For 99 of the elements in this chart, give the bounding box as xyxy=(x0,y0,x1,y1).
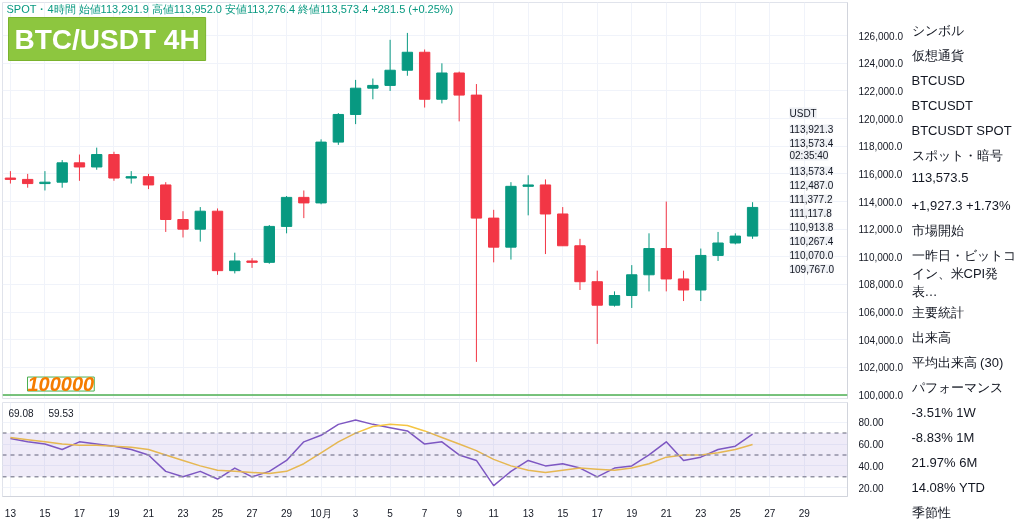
y-tick-label: 102,000.0 xyxy=(858,362,904,374)
candlestick xyxy=(39,170,51,191)
candlestick xyxy=(108,151,120,182)
candlestick xyxy=(73,154,86,182)
x-tick-label: 27 xyxy=(246,507,259,519)
y-tick-label: 122,000.0 xyxy=(858,85,904,97)
candlestick xyxy=(453,71,465,122)
candlestick xyxy=(194,206,206,243)
text: +1,927.3 +1.73% xyxy=(911,197,1011,213)
text: BTCUSDT xyxy=(911,97,973,113)
text: -3.51% 1W xyxy=(911,404,977,420)
candlestick xyxy=(229,252,241,274)
x-tick-label: 21 xyxy=(660,507,673,519)
candlestick xyxy=(91,147,103,171)
y-tick-label: 112,000.0 xyxy=(858,224,903,236)
annotation: 112,487.0 xyxy=(789,179,834,191)
text: BTCUSDT SPOT xyxy=(911,122,1012,138)
candlestick xyxy=(298,189,310,219)
annotation: 110,267.4 xyxy=(789,235,834,247)
x-tick-label: 27 xyxy=(764,507,776,519)
candlestick xyxy=(246,257,258,269)
x-tick-label: 25 xyxy=(211,507,224,519)
text: 主要統計 xyxy=(911,304,964,320)
x-tick-label: 13 xyxy=(4,507,17,519)
annotation: 110,070.0 xyxy=(789,249,834,261)
annotation: 109,767.0 xyxy=(789,263,835,275)
chart-subtitle: SPOT・4時間 始値113,291.9 高値113,952.0 安値113,276.4 終値113,573.4 +281.5 (+0.25%) xyxy=(6,2,454,15)
candlestick xyxy=(626,264,638,309)
annotation: 113,921.3 xyxy=(789,123,834,135)
candlestick xyxy=(712,231,724,262)
y-tick-label: 80.00 xyxy=(858,417,884,429)
x-tick-label: 23 xyxy=(695,507,707,519)
text: BTC/USDT 4H xyxy=(14,23,200,55)
text: スポット・暗号 xyxy=(911,147,1003,163)
annotation: 111,377.2 xyxy=(789,193,833,205)
x-tick-label: 3 xyxy=(352,507,359,519)
candlestick xyxy=(591,270,603,345)
y-tick-label: 60.00 xyxy=(858,439,884,451)
x-tick-label: 11 xyxy=(488,507,500,519)
y-tick-label: 104,000.0 xyxy=(858,334,904,346)
x-tick-label: 15 xyxy=(39,507,51,519)
x-tick-label: 10月 xyxy=(310,507,332,519)
candlestick xyxy=(677,270,690,302)
line-series xyxy=(9,423,754,475)
y-tick-label: 40.00 xyxy=(858,460,884,472)
y-tick-label: 124,000.0 xyxy=(858,58,904,70)
annotation: 113,573.4 xyxy=(789,137,834,149)
x-tick-label: 5 xyxy=(387,507,394,519)
annotation: 02:35:40 xyxy=(789,149,829,161)
x-tick-label: 7 xyxy=(421,507,428,519)
candlestick xyxy=(177,210,189,238)
y-tick-label: 20.00 xyxy=(858,482,884,494)
text: 14.08% YTD xyxy=(911,479,985,495)
annotation: 111,117.8 xyxy=(789,207,833,219)
y-tick-label: 120,000.0 xyxy=(858,113,904,125)
text: -8.83% 1M xyxy=(911,429,975,445)
x-tick-label: 23 xyxy=(177,507,190,519)
text: 一昨日・ビットコイン、米CPI発表… xyxy=(911,247,1016,299)
text: 平均出来高 (30) xyxy=(911,354,1004,370)
text: BTCUSD xyxy=(911,72,965,88)
text: 市場開始 xyxy=(911,222,964,238)
candlestick xyxy=(384,39,396,92)
x-tick-label: 29 xyxy=(281,507,293,519)
x-tick-label: 15 xyxy=(557,507,569,519)
text: シンボル xyxy=(911,22,964,38)
text: 21.97% 6M xyxy=(911,454,978,470)
candlestick xyxy=(401,32,414,77)
text: パフォーマンス xyxy=(910,379,1003,395)
y-tick-label: 126,000.0 xyxy=(858,30,904,42)
x-tick-label: 19 xyxy=(108,507,120,519)
ref-line-label: 100000 xyxy=(27,373,95,396)
text: 出来高 xyxy=(911,329,951,345)
y-tick-label: 118,000.0 xyxy=(858,141,903,153)
text: 仮想通貨 xyxy=(910,47,964,63)
x-tick-label: 29 xyxy=(798,507,811,519)
annotation: 69.08 xyxy=(8,407,34,419)
x-tick-label: 17 xyxy=(591,507,604,519)
candlestick xyxy=(367,78,379,100)
x-tick-label: 17 xyxy=(73,507,86,519)
annotation: 110,913.8 xyxy=(789,221,834,233)
annotation: 59.53 xyxy=(48,407,74,419)
y-tick-label: 100,000.0 xyxy=(858,390,904,402)
candlestick xyxy=(522,174,534,216)
candlestick xyxy=(56,159,68,189)
text: 季節性 xyxy=(911,504,951,520)
y-tick-label: 108,000.0 xyxy=(858,279,904,291)
y-tick-label: 106,000.0 xyxy=(858,307,904,319)
x-tick-label: 19 xyxy=(626,507,638,519)
y-tick-label: 110,000.0 xyxy=(858,251,903,263)
annotation: 113,573.4 xyxy=(789,165,834,177)
line-series xyxy=(9,419,754,487)
text: 113,573.5 xyxy=(911,169,969,185)
x-tick-label: 9 xyxy=(456,507,463,519)
x-tick-label: 25 xyxy=(729,507,742,519)
y-tick-label: 114,000.0 xyxy=(858,196,903,208)
x-tick-label: 13 xyxy=(522,507,535,519)
x-tick-label: 21 xyxy=(142,507,155,519)
annotation: USDT xyxy=(789,107,817,119)
y-tick-label: 116,000.0 xyxy=(858,168,903,180)
